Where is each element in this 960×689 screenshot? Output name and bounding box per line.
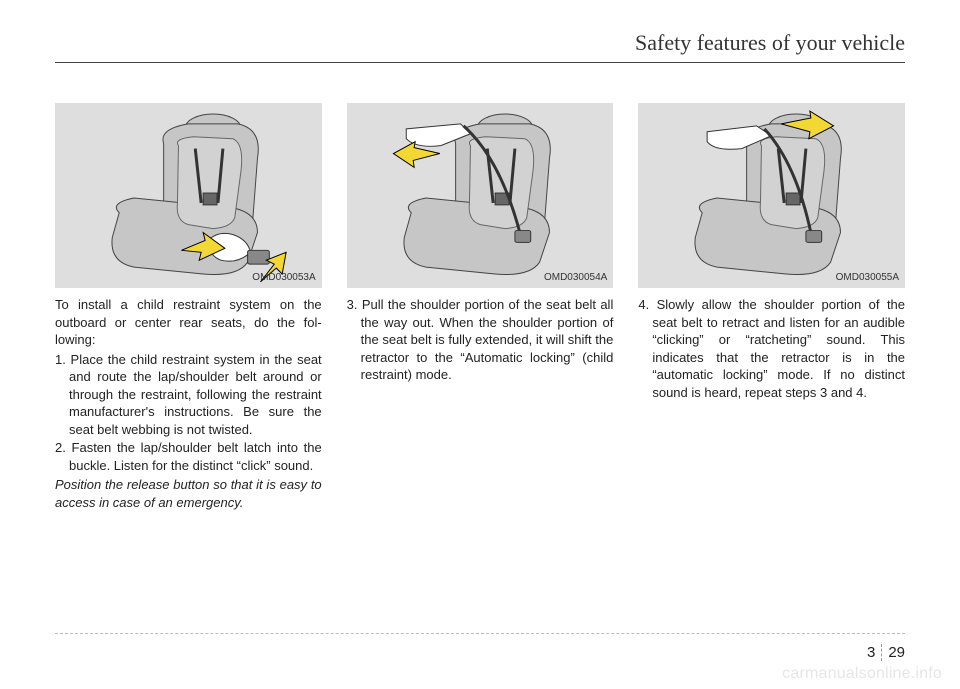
- section-title: Safety features of your vehicle: [55, 30, 905, 62]
- child-seat-diagram-3: [638, 103, 905, 288]
- column-2: OMD030054A 3. Pull the shoulder portion …: [347, 103, 614, 512]
- col1-list: 1. Place the child restraint system in t…: [55, 351, 322, 475]
- page-subnumber: 29: [888, 644, 905, 661]
- col1-step-1: 1. Place the child restraint system in t…: [55, 351, 322, 439]
- col2-list: 3. Pull the shoulder portion of the seat…: [347, 296, 614, 384]
- child-seat-diagram-2: [347, 103, 614, 288]
- col1-note: Position the release button so that it i…: [55, 476, 322, 511]
- col2-step-3: 3. Pull the shoulder portion of the seat…: [347, 296, 614, 384]
- figure-1-label: OMD030053A: [252, 271, 315, 285]
- page-number: 3 29: [867, 644, 905, 661]
- child-seat-diagram-1: [55, 103, 322, 288]
- manual-page: Safety features of your vehicle: [0, 0, 960, 689]
- figure-1: OMD030053A: [55, 103, 322, 288]
- column-3: OMD030055A 4. Slowly allow the shoulder …: [638, 103, 905, 512]
- figure-3-label: OMD030055A: [836, 271, 899, 285]
- footer-dashed-rule: [55, 633, 905, 634]
- content-columns: OMD030053A To install a child restraint …: [55, 103, 905, 512]
- header-rule: [55, 62, 905, 63]
- col1-step-2: 2. Fasten the lap/shoulder belt latch in…: [55, 439, 322, 474]
- col3-step-4: 4. Slowly allow the shoulder portion of …: [638, 296, 905, 401]
- page-section-number: 3: [867, 644, 882, 661]
- figure-3: OMD030055A: [638, 103, 905, 288]
- column-1: OMD030053A To install a child restraint …: [55, 103, 322, 512]
- watermark-text: carmanualsonline.info: [782, 665, 942, 683]
- col3-list: 4. Slowly allow the shoulder portion of …: [638, 296, 905, 401]
- col1-intro: To install a child restraint system on t…: [55, 296, 322, 349]
- figure-2-label: OMD030054A: [544, 271, 607, 285]
- figure-2: OMD030054A: [347, 103, 614, 288]
